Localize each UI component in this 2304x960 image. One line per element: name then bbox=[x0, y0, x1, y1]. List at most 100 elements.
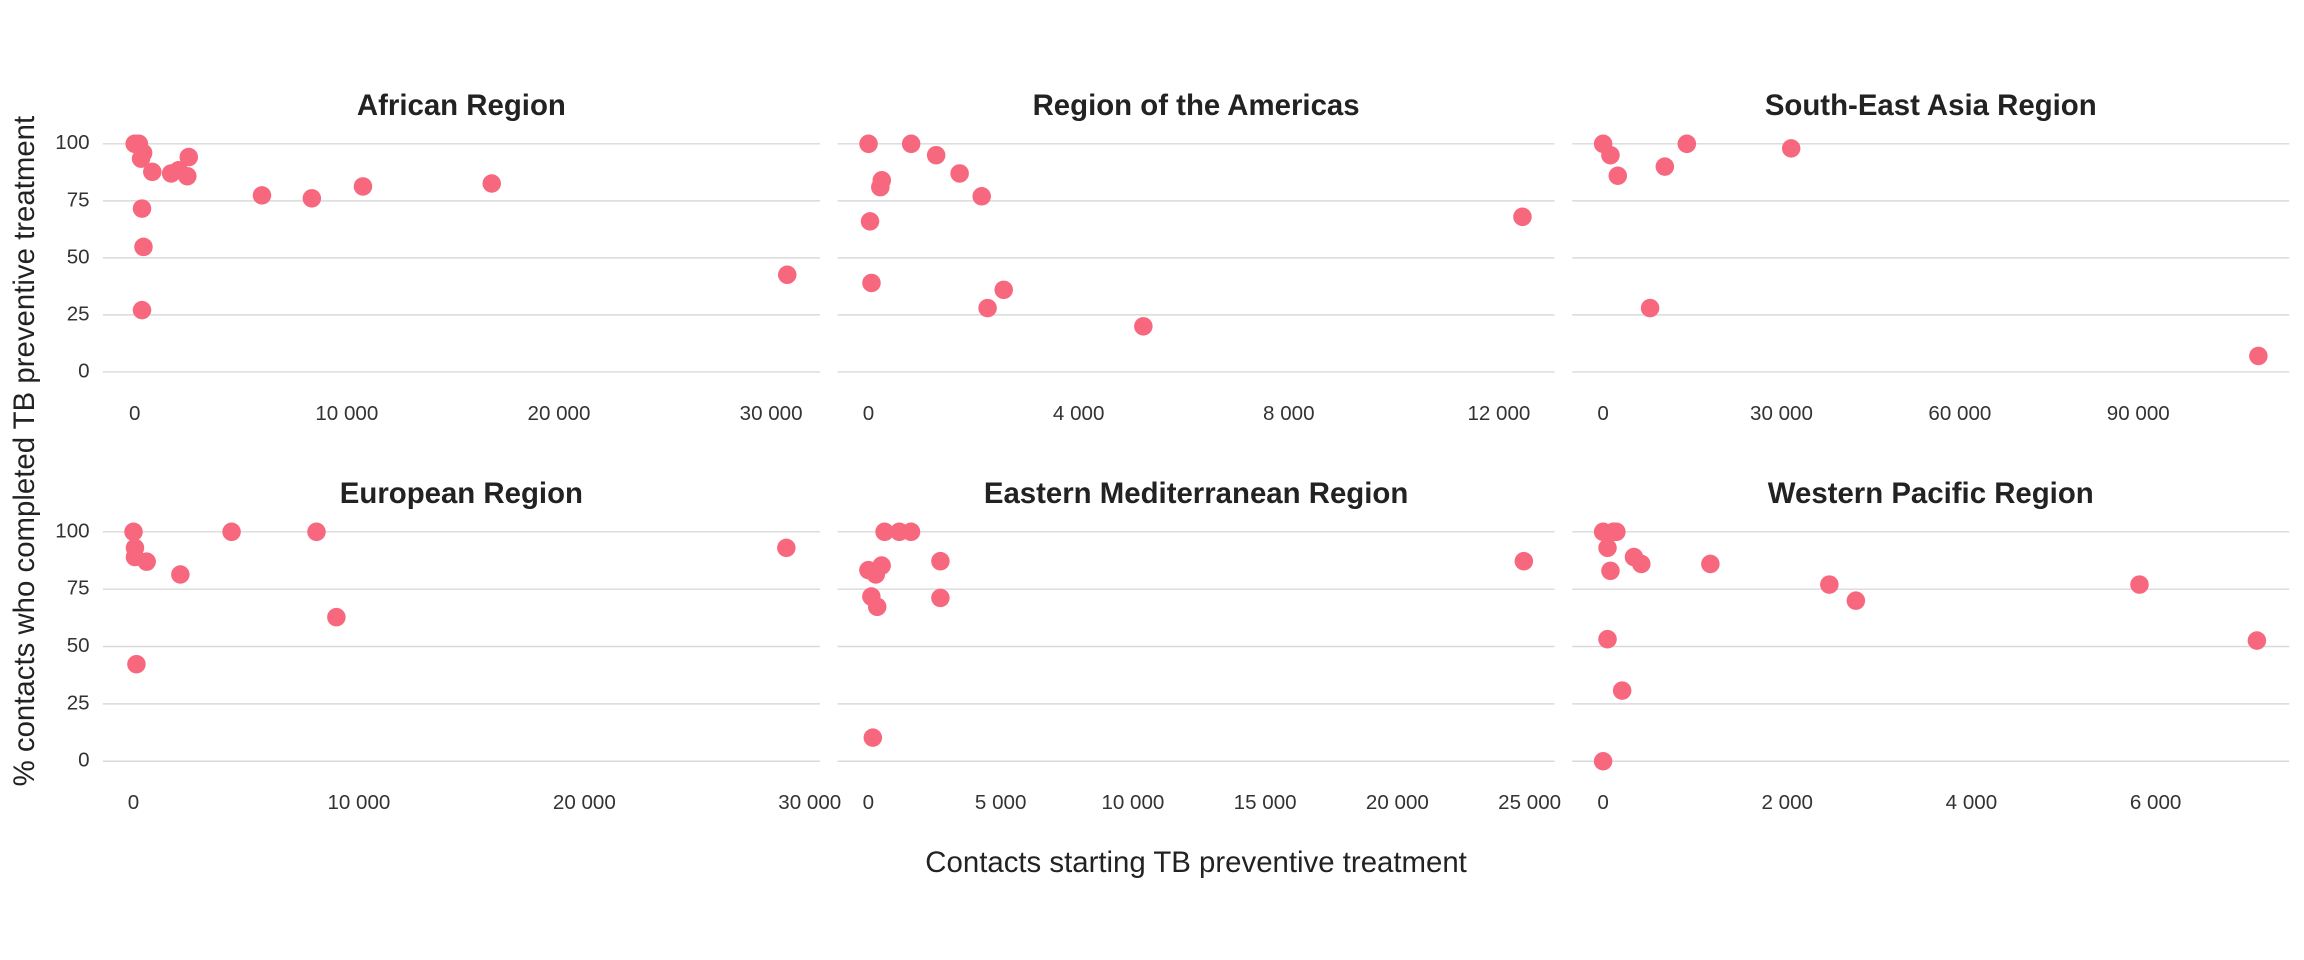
point bbox=[124, 522, 143, 542]
x-tick-label: 20 000 bbox=[553, 791, 616, 814]
x-tick-label: 30 000 bbox=[740, 402, 803, 425]
panel-title: African Region bbox=[357, 89, 566, 122]
point bbox=[1655, 157, 1675, 176]
point bbox=[1781, 139, 1801, 158]
point bbox=[1607, 522, 1626, 542]
x-tick-label: 10 000 bbox=[315, 402, 378, 425]
x-tick-label: 25 000 bbox=[1498, 791, 1561, 814]
point bbox=[1134, 317, 1153, 336]
point bbox=[926, 145, 946, 165]
point bbox=[859, 134, 878, 154]
point bbox=[127, 654, 146, 674]
x-tick-label: 30 000 bbox=[778, 791, 841, 814]
point bbox=[1640, 298, 1660, 318]
y-axis-label: % contacts who completed TB preventive t… bbox=[8, 116, 41, 787]
x-tick-label: 0 bbox=[1597, 791, 1608, 814]
x-tick-label: 0 bbox=[1597, 402, 1608, 425]
point bbox=[132, 300, 152, 320]
x-tick-label: 10 000 bbox=[1101, 791, 1164, 814]
point bbox=[931, 551, 950, 571]
point bbox=[302, 189, 322, 208]
point bbox=[901, 134, 921, 154]
y-tick-label: 50 bbox=[67, 245, 90, 268]
point bbox=[222, 522, 241, 542]
point bbox=[1593, 751, 1613, 771]
y-tick-label: 75 bbox=[67, 577, 90, 600]
point bbox=[134, 237, 153, 257]
x-tick-label: 2 000 bbox=[1762, 791, 1813, 814]
point bbox=[1601, 145, 1620, 165]
x-tick-label: 90 000 bbox=[2107, 402, 2170, 425]
x-tick-label: 0 bbox=[129, 402, 140, 425]
x-tick-label: 4 000 bbox=[1946, 791, 1997, 814]
x-tick-label: 10 000 bbox=[327, 791, 390, 814]
y-tick-label: 50 bbox=[67, 634, 90, 657]
point bbox=[978, 298, 997, 318]
point bbox=[777, 538, 796, 558]
point bbox=[353, 177, 373, 196]
point bbox=[1701, 554, 1720, 574]
x-tick-label: 20 000 bbox=[1366, 791, 1429, 814]
point bbox=[931, 588, 950, 608]
point bbox=[2130, 575, 2149, 594]
x-tick-label: 0 bbox=[863, 402, 874, 425]
panel-title: Eastern Mediterranean Region bbox=[984, 477, 1408, 510]
y-tick-label: 0 bbox=[78, 749, 89, 772]
point bbox=[1820, 575, 1839, 594]
x-tick-label: 12 000 bbox=[1467, 402, 1530, 425]
point bbox=[875, 522, 894, 542]
y-tick-label: 25 bbox=[67, 691, 90, 714]
point bbox=[178, 166, 197, 186]
point bbox=[137, 552, 156, 571]
y-tick-label: 0 bbox=[78, 359, 89, 382]
point bbox=[950, 164, 969, 183]
point bbox=[143, 162, 162, 182]
x-tick-label: 0 bbox=[863, 791, 874, 814]
point bbox=[327, 607, 346, 627]
point bbox=[1514, 551, 1534, 571]
point bbox=[972, 187, 991, 206]
point bbox=[1632, 554, 1651, 574]
point bbox=[777, 265, 797, 285]
point bbox=[1598, 538, 1617, 558]
x-tick-label: 30 000 bbox=[1750, 402, 1813, 425]
point bbox=[872, 171, 892, 190]
point bbox=[862, 273, 881, 293]
point bbox=[867, 597, 887, 617]
x-tick-label: 0 bbox=[128, 791, 139, 814]
y-tick-label: 100 bbox=[55, 131, 89, 154]
point bbox=[1612, 681, 1632, 700]
point bbox=[863, 728, 883, 747]
panel-title: Region of the Americas bbox=[1033, 89, 1360, 122]
point bbox=[179, 147, 199, 167]
x-tick-label: 6 000 bbox=[2130, 791, 2181, 814]
point bbox=[1677, 134, 1697, 154]
point bbox=[1598, 629, 1617, 649]
x-tick-label: 20 000 bbox=[528, 402, 591, 425]
y-tick-label: 100 bbox=[55, 519, 89, 542]
y-tick-label: 75 bbox=[67, 188, 90, 211]
x-axis-label: Contacts starting TB preventive treatmen… bbox=[925, 846, 1467, 879]
panel-title: South-East Asia Region bbox=[1765, 89, 2097, 122]
x-tick-label: 60 000 bbox=[1928, 402, 1991, 425]
point bbox=[872, 556, 891, 575]
point bbox=[901, 522, 921, 542]
point bbox=[252, 186, 272, 205]
point bbox=[131, 149, 151, 168]
x-tick-label: 4 000 bbox=[1053, 402, 1104, 425]
point bbox=[171, 565, 190, 584]
x-tick-label: 5 000 bbox=[975, 791, 1026, 814]
point bbox=[1513, 207, 1532, 227]
panel-title: European Region bbox=[340, 477, 583, 510]
x-tick-label: 15 000 bbox=[1234, 791, 1297, 814]
panel-title: Western Pacific Region bbox=[1768, 477, 2094, 510]
x-tick-label: 8 000 bbox=[1263, 402, 1314, 425]
point bbox=[132, 199, 152, 218]
point bbox=[2247, 631, 2267, 650]
point bbox=[2249, 346, 2268, 366]
y-tick-label: 25 bbox=[67, 302, 90, 325]
point bbox=[994, 280, 1013, 300]
point bbox=[1601, 561, 1620, 581]
